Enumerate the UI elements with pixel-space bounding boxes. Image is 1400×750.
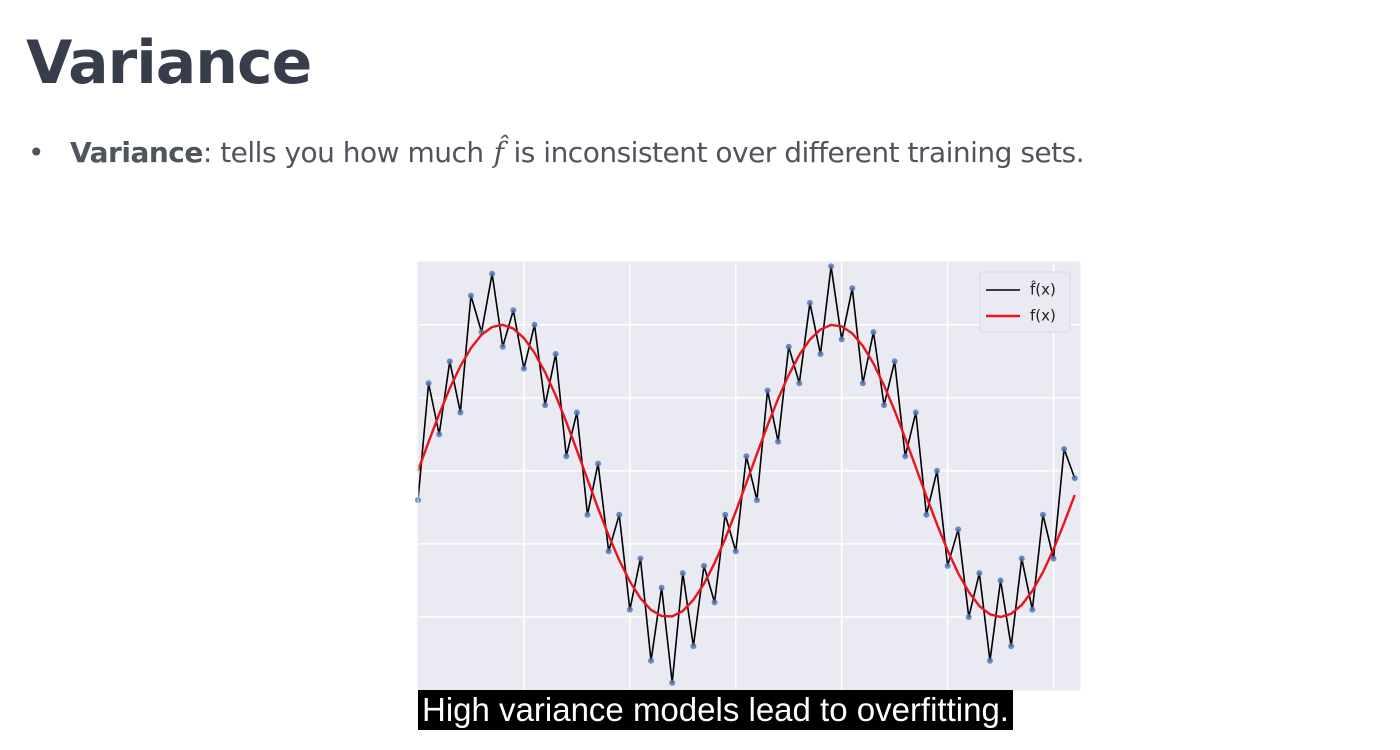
data-point bbox=[605, 548, 612, 555]
bullet-text: is inconsistent over different training … bbox=[513, 136, 1085, 169]
data-point bbox=[542, 402, 549, 409]
data-point bbox=[573, 409, 580, 416]
data-point bbox=[531, 321, 538, 328]
data-point bbox=[425, 380, 432, 387]
legend-box bbox=[979, 271, 1071, 333]
data-point bbox=[902, 453, 909, 460]
data-point bbox=[870, 329, 877, 336]
data-point bbox=[669, 679, 676, 686]
series-line bbox=[416, 323, 1076, 619]
data-point bbox=[881, 402, 888, 409]
math-symbol: f̂ bbox=[493, 136, 504, 169]
data-point bbox=[658, 584, 665, 591]
data-point bbox=[743, 453, 750, 460]
data-point bbox=[1018, 555, 1025, 562]
data-point bbox=[849, 285, 856, 292]
data-point bbox=[520, 365, 527, 372]
data-point bbox=[817, 351, 824, 358]
data-point bbox=[1071, 475, 1078, 482]
data-point bbox=[510, 307, 517, 314]
data-point bbox=[489, 270, 496, 277]
data-point bbox=[806, 299, 813, 306]
data-point bbox=[1008, 643, 1015, 650]
caption: High variance models lead to overfitting… bbox=[418, 690, 1013, 730]
data-point bbox=[626, 606, 633, 613]
data-point bbox=[997, 577, 1004, 584]
bullet-term: Variance bbox=[70, 136, 203, 169]
data-point bbox=[467, 292, 474, 299]
data-point bbox=[955, 526, 962, 533]
data-point bbox=[912, 409, 919, 416]
data-point bbox=[828, 263, 835, 270]
data-point bbox=[563, 453, 570, 460]
data-point bbox=[944, 562, 951, 569]
data-point bbox=[711, 599, 718, 606]
slide-title: Variance bbox=[26, 28, 312, 98]
data-point bbox=[648, 657, 655, 664]
data-point bbox=[722, 511, 729, 518]
data-point bbox=[637, 555, 644, 562]
data-point bbox=[986, 657, 993, 664]
data-point bbox=[965, 613, 972, 620]
data-point bbox=[499, 343, 506, 350]
data-point bbox=[1050, 555, 1057, 562]
data-point bbox=[785, 343, 792, 350]
data-point bbox=[700, 562, 707, 569]
data-point bbox=[796, 380, 803, 387]
bullet-text: : tells you how much bbox=[202, 136, 484, 169]
data-point bbox=[552, 351, 559, 358]
data-point bbox=[934, 467, 941, 474]
legend-label: f̂(x) bbox=[1030, 280, 1056, 299]
data-point bbox=[923, 511, 930, 518]
data-point bbox=[457, 409, 464, 416]
bullet: • Variance: tells you how much f̂ is incons… bbox=[28, 136, 1085, 169]
data-point bbox=[679, 570, 686, 577]
data-point bbox=[436, 431, 443, 438]
data-point bbox=[976, 570, 983, 577]
data-point bbox=[838, 336, 845, 343]
data-point bbox=[1061, 445, 1068, 452]
data-point bbox=[595, 460, 602, 467]
data-point bbox=[690, 643, 697, 650]
data-point bbox=[446, 358, 453, 365]
data-point bbox=[616, 511, 623, 518]
data-point bbox=[732, 548, 739, 555]
data-point bbox=[775, 438, 782, 445]
data-point bbox=[753, 497, 760, 504]
data-point bbox=[859, 380, 866, 387]
data-point bbox=[764, 387, 771, 394]
data-point bbox=[584, 511, 591, 518]
data-point bbox=[891, 358, 898, 365]
legend-label: f(x) bbox=[1030, 307, 1056, 325]
data-point bbox=[1039, 511, 1046, 518]
data-point bbox=[1029, 606, 1036, 613]
